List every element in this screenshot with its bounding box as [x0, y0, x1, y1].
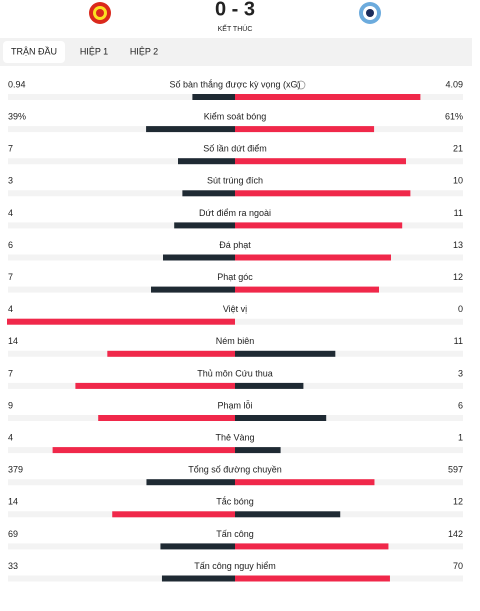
- tab[interactable]: TRẬN ĐẦU: [11, 46, 57, 56]
- stat-label: Phạt góc: [217, 272, 253, 282]
- away-bar: [235, 222, 403, 229]
- home-bar: [7, 318, 235, 325]
- home-bar: [98, 415, 235, 421]
- info-icon: [296, 80, 306, 90]
- home-value: 33: [8, 561, 18, 571]
- away-bar: [235, 286, 379, 293]
- away-value: 10: [453, 176, 463, 186]
- home-bar: [112, 511, 235, 518]
- away-bar: [235, 415, 327, 421]
- stat-label: Thủ môn Cứu thua: [197, 368, 273, 378]
- home-bar: [160, 543, 235, 550]
- stat-label: Tấn công nguy hiểm: [194, 561, 276, 571]
- stat-label: Việt vị: [223, 304, 247, 314]
- away-value: 11: [454, 336, 463, 346]
- away-bar: [235, 190, 411, 197]
- home-value: 7: [8, 368, 13, 378]
- away-bar: [235, 479, 375, 486]
- stat-label: Đá phạt: [219, 240, 251, 250]
- away-value: 61%: [445, 111, 463, 121]
- home-bar: [161, 575, 235, 582]
- away-value: 12: [453, 497, 463, 507]
- home-logo: [89, 2, 111, 24]
- home-bar: [75, 382, 236, 389]
- home-value: 0.94: [8, 79, 26, 89]
- stat-label: Thẻ Vàng: [215, 432, 254, 442]
- away-value: 6: [458, 400, 463, 410]
- away-value: 3: [458, 368, 463, 378]
- stat-label: Kiểm soát bóng: [204, 111, 267, 121]
- away-value: 70: [453, 561, 463, 571]
- stat-label: Tắc bóng: [216, 497, 254, 507]
- tab-bar: [0, 38, 472, 66]
- home-bar: [174, 222, 235, 229]
- away-bar: [235, 382, 304, 389]
- away-bar: [235, 447, 281, 454]
- home-value: 14: [8, 336, 18, 346]
- away-logo: [359, 2, 381, 24]
- home-value: 379: [8, 465, 23, 475]
- away-value: 11: [454, 208, 463, 218]
- tab[interactable]: HIỆP 2: [130, 46, 158, 56]
- stat-label: Số bàn thắng được kỳ vọng (xG): [170, 79, 301, 89]
- home-bar: [146, 479, 235, 486]
- home-bar: [107, 350, 235, 357]
- score: 0 - 3: [215, 0, 255, 20]
- stat-label: Tổng số đường chuyền: [188, 465, 282, 475]
- home-bar: [151, 286, 235, 293]
- away-value: 0: [458, 304, 463, 314]
- home-value: 14: [8, 497, 18, 507]
- home-value: 6: [8, 240, 13, 250]
- home-value: 3: [8, 176, 13, 186]
- away-value: 21: [453, 144, 463, 154]
- home-bar: [192, 94, 235, 100]
- home-value: 39%: [8, 111, 26, 121]
- home-bar: [178, 158, 235, 165]
- status: KẾT THÚC: [218, 23, 253, 33]
- away-bar: [235, 94, 421, 100]
- home-value: 7: [8, 272, 13, 282]
- stat-label: Ném biên: [216, 336, 255, 346]
- away-bar: [235, 158, 406, 165]
- home-value: 4: [8, 432, 13, 442]
- home-value: 7: [8, 144, 13, 154]
- stat-label: Sút trúng đích: [207, 176, 263, 186]
- tab[interactable]: HIỆP 1: [80, 46, 108, 56]
- home-value: 4: [8, 208, 13, 218]
- stat-label: Phạm lỗi: [217, 400, 252, 410]
- away-bar: [235, 575, 390, 582]
- away-value: 4.09: [445, 79, 463, 89]
- away-value: 597: [448, 465, 463, 475]
- away-value: 13: [453, 240, 463, 250]
- stat-label: Dứt điểm ra ngoài: [199, 208, 271, 218]
- away-value: 12: [453, 272, 463, 282]
- stat-label: Tấn công: [216, 529, 254, 539]
- home-value: 9: [8, 400, 13, 410]
- away-value: 142: [448, 529, 463, 539]
- home-bar: [52, 447, 235, 454]
- home-value: 69: [8, 529, 18, 539]
- stat-label: Số lần dứt điểm: [203, 144, 267, 154]
- home-bar: [163, 254, 235, 261]
- home-bar: [146, 126, 235, 133]
- away-bar: [235, 350, 336, 357]
- away-bar: [235, 511, 341, 518]
- bar-track: [8, 318, 463, 325]
- away-bar: [235, 543, 389, 550]
- home-value: 4: [8, 304, 13, 314]
- away-bar: [235, 254, 391, 261]
- tab-selected-bg: [3, 41, 65, 63]
- home-bar: [182, 190, 235, 197]
- away-bar: [235, 126, 375, 133]
- away-value: 1: [458, 432, 463, 442]
